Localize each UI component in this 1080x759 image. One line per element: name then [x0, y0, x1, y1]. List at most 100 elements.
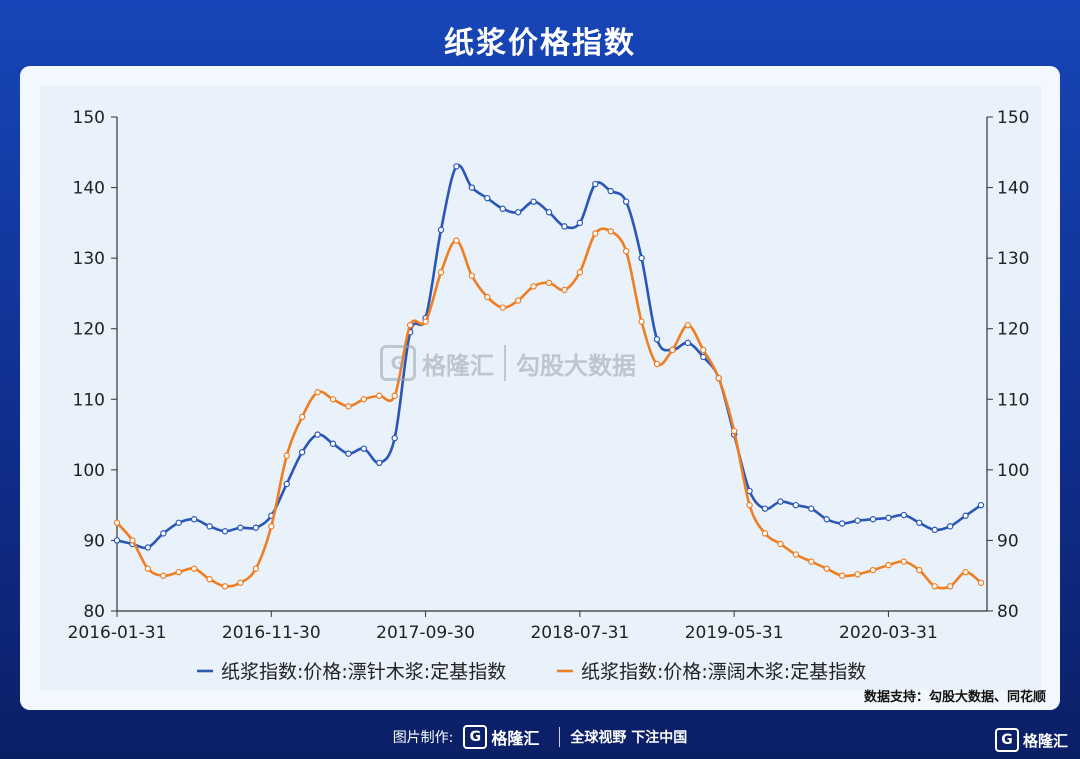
y-tick-label-left: 110 — [73, 390, 105, 410]
data-point — [406, 321, 414, 329]
data-point — [946, 523, 954, 530]
data-point — [823, 516, 830, 523]
data-point — [221, 583, 229, 590]
data-point — [669, 346, 676, 354]
data-point — [391, 434, 398, 442]
data-point — [484, 194, 491, 202]
data-point — [499, 205, 506, 212]
data-point — [113, 519, 121, 526]
data-point — [252, 524, 260, 531]
data-point — [638, 254, 645, 262]
data-point — [144, 544, 152, 551]
data-point — [962, 568, 969, 576]
data-point — [885, 514, 892, 522]
watermark-brand: 格隆汇 — [422, 351, 494, 380]
data-point — [746, 501, 753, 509]
y-tick-label-left: 130 — [73, 249, 105, 269]
corner-logo: G 格隆汇 — [994, 728, 1068, 752]
data-point — [453, 163, 460, 170]
watermark-text: 勾股大数据 — [516, 351, 636, 380]
data-point — [823, 565, 830, 572]
legend-label-2: 纸浆指数:价格:漂阔木浆:定基指数 — [581, 661, 866, 683]
y-tick-label-right: 130 — [997, 249, 1029, 269]
data-point — [761, 530, 769, 537]
y-tick-label-left: 100 — [73, 461, 105, 481]
data-point — [252, 565, 260, 572]
data-point — [607, 228, 614, 235]
data-point — [653, 360, 661, 368]
data-point — [298, 413, 306, 421]
data-point — [160, 572, 167, 579]
y-tick-label-right: 110 — [997, 390, 1029, 410]
corner-logo-text: 格隆汇 — [1022, 731, 1068, 750]
data-point — [808, 558, 815, 565]
data-point — [684, 339, 692, 347]
data-point — [977, 501, 985, 509]
data-point — [298, 449, 306, 456]
data-point — [792, 551, 800, 558]
y-tick-label-right: 150 — [997, 108, 1029, 128]
data-point — [931, 583, 938, 590]
data-point — [314, 389, 321, 396]
data-point — [916, 519, 923, 526]
data-point — [730, 427, 738, 435]
data-point — [530, 198, 537, 205]
data-point — [838, 520, 846, 527]
y-tick-label-right: 140 — [997, 179, 1029, 199]
data-point — [885, 561, 892, 569]
data-point — [360, 445, 368, 452]
data-point — [468, 272, 476, 279]
data-point — [622, 247, 630, 255]
data-point — [345, 450, 352, 457]
corner-logo-icon: G — [994, 728, 1019, 752]
watermark-logo-icon: G — [380, 345, 416, 381]
y-tick-label-left: 150 — [73, 108, 105, 128]
data-point — [190, 565, 198, 572]
y-tick-label-right: 120 — [997, 320, 1029, 340]
data-point — [360, 396, 368, 403]
data-point — [530, 283, 537, 290]
y-tick-label-right: 90 — [997, 531, 1019, 551]
data-point — [977, 579, 985, 586]
footer-slogan: 全球视野 下注中国 — [570, 730, 688, 746]
footer-logo-text: 格隆汇 — [491, 729, 540, 748]
data-point — [175, 519, 182, 526]
data-point — [314, 431, 321, 438]
data-point — [869, 516, 877, 523]
y-tick-label-right: 100 — [997, 461, 1029, 481]
watermark-divider — [504, 345, 506, 381]
footer-logo-icon: G — [463, 725, 488, 749]
data-point — [700, 346, 707, 354]
data-point — [653, 336, 661, 343]
data-point — [268, 523, 275, 530]
footer-divider — [559, 727, 561, 747]
data-point — [576, 269, 584, 276]
data-point — [468, 184, 476, 191]
x-tick-label: 2020-03-31 — [839, 623, 938, 643]
data-point — [206, 576, 213, 583]
legend-label-1: 纸浆指数:价格:漂针木浆:定基指数 — [221, 661, 506, 683]
data-point — [808, 505, 815, 512]
data-point — [854, 517, 861, 524]
data-point — [900, 511, 908, 519]
data-point — [545, 279, 553, 287]
data-point — [345, 403, 352, 410]
y-tick-label-left: 120 — [73, 320, 105, 340]
data-point — [221, 528, 229, 535]
watermark: G 格隆汇 勾股大数据 — [380, 345, 636, 381]
data-point — [514, 209, 522, 216]
data-point — [283, 480, 290, 488]
data-point — [777, 540, 784, 548]
footer-made-by: 图片制作: — [392, 730, 454, 746]
data-point — [900, 558, 908, 565]
data-point — [437, 269, 445, 276]
data-point — [160, 530, 167, 537]
data-point — [545, 209, 553, 216]
data-point — [777, 498, 784, 505]
data-point — [129, 537, 136, 544]
chart-title: 纸浆价格指数 — [444, 26, 636, 61]
data-point — [838, 572, 846, 579]
data-point — [576, 219, 584, 227]
data-point — [792, 501, 800, 509]
